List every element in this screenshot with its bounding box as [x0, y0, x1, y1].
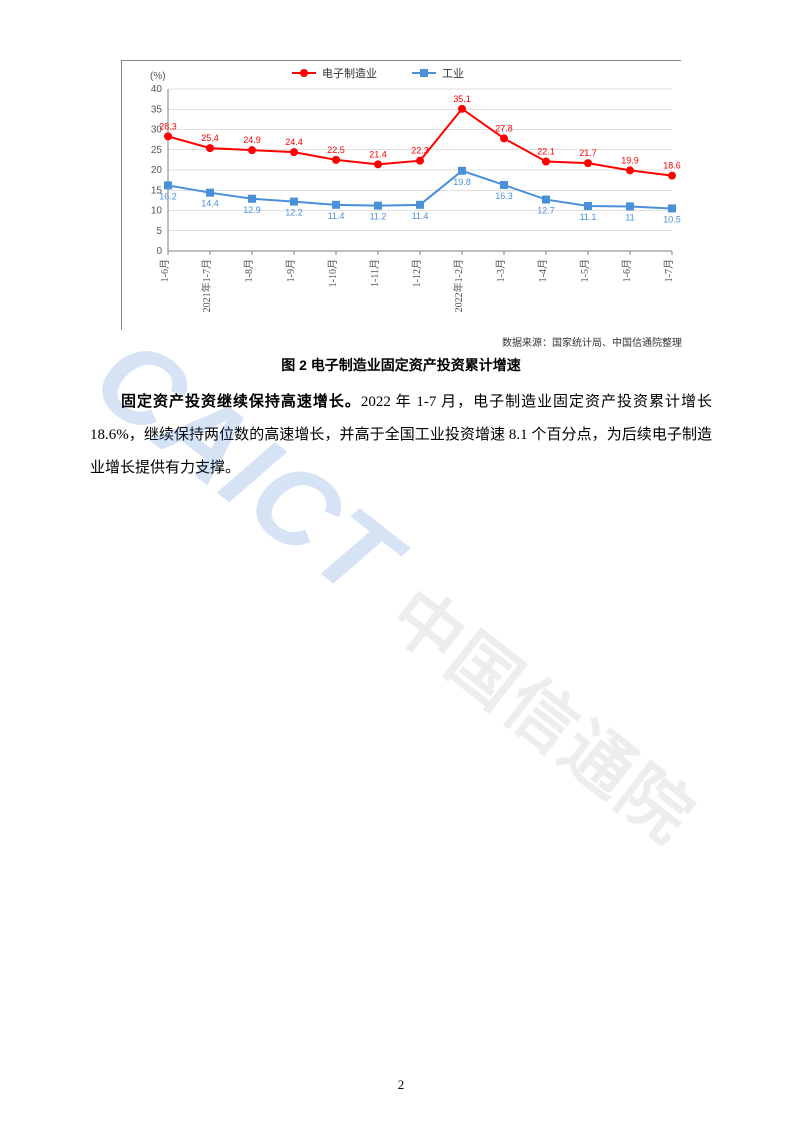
- svg-text:16.3: 16.3: [495, 191, 513, 201]
- svg-text:35.1: 35.1: [453, 94, 471, 104]
- svg-text:(%): (%): [150, 71, 166, 82]
- svg-text:27.8: 27.8: [495, 123, 513, 133]
- svg-text:20: 20: [151, 165, 163, 176]
- svg-text:1-11月: 1-11月: [369, 259, 381, 287]
- svg-text:22.5: 22.5: [327, 145, 345, 155]
- svg-text:25: 25: [151, 145, 163, 156]
- svg-text:22.3: 22.3: [411, 146, 429, 156]
- svg-text:11.1: 11.1: [580, 212, 597, 222]
- svg-text:1-7月: 1-7月: [663, 259, 675, 282]
- svg-text:12.7: 12.7: [537, 206, 555, 216]
- svg-text:1-10月: 1-10月: [327, 259, 339, 287]
- body-paragraph: 固定资产投资继续保持高速增长。2022 年 1-7 月，电子制造业固定资产投资累…: [90, 385, 712, 485]
- svg-text:19.9: 19.9: [621, 155, 639, 165]
- svg-text:14.4: 14.4: [201, 199, 219, 209]
- svg-text:10: 10: [151, 206, 163, 217]
- svg-text:19.8: 19.8: [453, 177, 471, 187]
- svg-text:5: 5: [156, 226, 162, 237]
- svg-text:11: 11: [625, 212, 634, 222]
- svg-text:11.4: 11.4: [412, 211, 429, 221]
- svg-text:1-6月: 1-6月: [621, 259, 633, 282]
- svg-text:16.2: 16.2: [159, 191, 177, 201]
- svg-text:1-12月: 1-12月: [411, 259, 423, 287]
- svg-text:1-9月: 1-9月: [285, 259, 297, 282]
- svg-text:28.3: 28.3: [159, 121, 177, 131]
- svg-text:24.9: 24.9: [243, 135, 261, 145]
- svg-text:12.9: 12.9: [243, 205, 261, 215]
- svg-text:1-4月: 1-4月: [537, 259, 549, 282]
- svg-text:24.4: 24.4: [285, 137, 303, 147]
- svg-text:1-6月: 1-6月: [159, 259, 171, 282]
- svg-text:0: 0: [156, 246, 162, 257]
- svg-text:11.4: 11.4: [328, 211, 345, 221]
- figure-title: 图 2 电子制造业固定资产投资累计增速: [90, 355, 712, 375]
- lead-sentence: 固定资产投资继续保持高速增长。: [120, 393, 361, 410]
- svg-text:25.4: 25.4: [201, 133, 219, 143]
- svg-text:18.6: 18.6: [663, 161, 681, 171]
- svg-text:10.5: 10.5: [663, 214, 681, 224]
- svg-text:11.2: 11.2: [370, 212, 387, 222]
- svg-text:21.4: 21.4: [369, 149, 387, 159]
- svg-text:12.2: 12.2: [285, 208, 303, 218]
- svg-text:22.1: 22.1: [537, 146, 555, 156]
- line-chart: 0510152025303540(%)1-6月2021年1-7月1-8月1-9月…: [121, 60, 681, 330]
- data-source: 数据来源：国家统计局、中国信通院整理: [90, 334, 712, 349]
- svg-text:21.7: 21.7: [579, 148, 597, 158]
- svg-text:2022年1-2月: 2022年1-2月: [452, 259, 465, 312]
- svg-text:工业: 工业: [442, 67, 464, 80]
- page-number: 2: [0, 1077, 802, 1093]
- watermark-cn: 中国信通院: [376, 575, 708, 858]
- svg-text:2021年1-7月: 2021年1-7月: [200, 259, 213, 312]
- svg-text:1-5月: 1-5月: [579, 259, 591, 282]
- chart-svg: 0510152025303540(%)1-6月2021年1-7月1-8月1-9月…: [122, 61, 682, 331]
- svg-text:35: 35: [151, 104, 163, 115]
- svg-text:1-3月: 1-3月: [495, 259, 507, 282]
- svg-text:1-8月: 1-8月: [243, 259, 255, 282]
- svg-text:电子制造业: 电子制造业: [322, 66, 377, 80]
- svg-text:40: 40: [151, 84, 163, 95]
- page-root: CAICT 中国信通院 0510152025303540(%)1-6月2021年…: [0, 0, 802, 1133]
